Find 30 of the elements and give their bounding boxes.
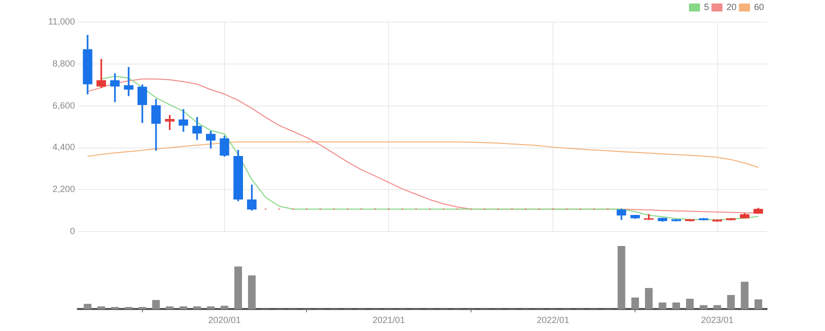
y-tick-label: 2,200 <box>52 184 75 194</box>
x-tick-label: 2021/01 <box>372 315 406 326</box>
bar <box>618 246 626 310</box>
x-tick-label: 2022/01 <box>536 315 570 326</box>
y-tick-label: 0 <box>70 226 75 236</box>
bar <box>700 305 708 310</box>
legend-label: 5 <box>704 2 709 12</box>
bar <box>713 305 722 310</box>
bar <box>248 275 256 310</box>
legend-label: 20 <box>726 2 736 12</box>
bar <box>84 304 92 310</box>
y-tick-label: 11,000 <box>48 16 75 26</box>
bar <box>740 282 748 310</box>
y-tick-label: 8,800 <box>52 58 75 68</box>
y-tick-label: 4,400 <box>52 142 75 152</box>
bar <box>672 302 680 310</box>
bar <box>631 297 639 310</box>
legend-label: 60 <box>754 2 764 12</box>
bar <box>234 266 242 310</box>
x-tick-label: 2023/01 <box>700 315 734 326</box>
bar <box>754 299 762 310</box>
bar <box>152 300 160 310</box>
bar <box>111 306 119 310</box>
bar <box>644 288 653 310</box>
bar <box>220 306 228 310</box>
x-tick-label: 2020/01 <box>208 315 241 326</box>
bar <box>658 302 666 310</box>
bar <box>727 294 735 310</box>
y-tick-label: 6,600 <box>52 100 75 110</box>
bar <box>686 298 694 310</box>
